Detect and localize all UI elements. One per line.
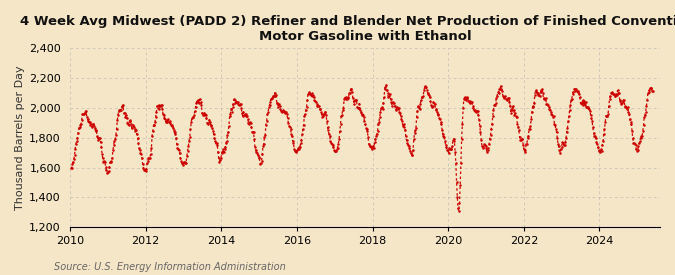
Title: 4 Week Avg Midwest (PADD 2) Refiner and Blender Net Production of Finished Conve: 4 Week Avg Midwest (PADD 2) Refiner and … (20, 15, 675, 43)
Y-axis label: Thousand Barrels per Day: Thousand Barrels per Day (15, 65, 25, 210)
Text: Source: U.S. Energy Information Administration: Source: U.S. Energy Information Administ… (54, 262, 286, 272)
